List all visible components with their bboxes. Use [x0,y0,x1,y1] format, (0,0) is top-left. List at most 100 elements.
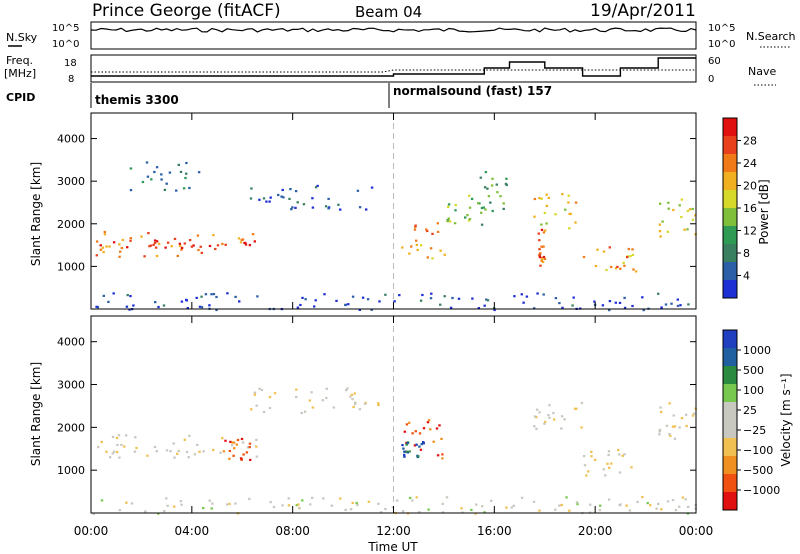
heatmap-cell [554,297,558,300]
cpid-label: CPID [6,91,35,104]
heatmap-cell [229,440,232,443]
colorbar-swatch [723,226,737,245]
heatmap-cell [419,299,423,302]
heatmap-cell [222,450,226,453]
heatmap-cell [132,304,135,307]
cpid-program-2: normalsound (fast) 157 [393,84,552,98]
heatmap-cell [468,206,472,209]
heatmap-cell [129,167,133,170]
colorbar-tick-label: 1000 [743,344,771,357]
heatmap-cell [253,393,256,396]
heatmap-cell [630,466,633,469]
heatmap-cell [539,252,542,255]
heatmap-cell [667,201,670,204]
colorbar-swatch [723,330,737,349]
heatmap-cell [431,232,434,235]
heatmap-cell [281,504,284,507]
heatmap-cell [504,182,508,185]
heatmap-cell [543,211,547,215]
heatmap-cell [502,207,505,210]
heatmap-cell [253,240,256,243]
y-tick-label: 2000 [57,218,85,231]
heatmap-cell [406,442,409,445]
heatmap-cell [105,245,108,248]
heatmap-cell [100,499,104,502]
heatmap-cell [623,296,626,299]
heatmap-cell [403,453,406,456]
colorbar-tick-label: 8 [743,247,750,260]
nsky-bot: 10^0 [52,39,79,50]
heatmap-cell [153,239,157,242]
heatmap-cell [242,453,245,456]
heatmap-cell [183,438,186,441]
heatmap-cell [185,299,188,302]
heatmap-cell [415,496,418,499]
colorbar-swatch [723,474,737,493]
heatmap-cell [657,292,660,295]
heatmap-cell [453,222,457,225]
heatmap-cell [248,446,251,449]
heatmap-cell [130,502,134,505]
heatmap-cell [249,458,252,461]
heatmap-cell [298,507,301,510]
y-tick-label: 3000 [57,379,85,392]
heatmap-cell [537,232,540,235]
heatmap-cell [160,178,163,181]
heatmap-cell [687,303,690,306]
heatmap-cell [641,296,644,299]
heatmap-cell [228,457,231,460]
power-ylabel: Slant Range [km] [29,162,43,266]
beam-title: Beam 04 [355,3,422,21]
heatmap-cell [208,304,211,307]
heatmap-cell [153,170,156,174]
heatmap-cell [601,304,605,307]
heatmap-cell [97,446,100,449]
power-heatmap-cells [95,161,697,312]
heatmap-cell [160,173,163,176]
heatmap-cell [215,295,218,299]
heatmap-cell [344,303,347,306]
heatmap-cell [344,508,347,511]
heatmap-cell [237,237,241,240]
heatmap-cell [251,233,255,236]
heatmap-cell [410,245,413,248]
heatmap-cell [128,308,131,311]
heatmap-cell [408,496,412,499]
heatmap-cell [250,408,253,411]
heatmap-cell [249,197,253,200]
heatmap-cell [479,176,482,179]
heatmap-cell [565,496,568,499]
heatmap-cell [280,195,283,198]
heatmap-cell [118,255,121,258]
heatmap-cell [135,446,138,450]
time-tick-labels: 00:00 04:00 08:00 12:00 16:00 20:00 00:00 [74,524,714,538]
heatmap-cell [210,507,213,510]
heatmap-cell [363,402,367,405]
heatmap-cell [327,197,330,200]
x-tick-label: 04:00 [175,524,210,538]
heatmap-cell [349,395,352,398]
heatmap-cell [200,251,203,254]
heatmap-cell [355,501,358,505]
heatmap-cell [210,293,213,296]
heatmap-cell [197,171,201,174]
heatmap-cell [379,511,383,514]
heatmap-cell [538,197,541,200]
heatmap-cell [120,246,124,250]
heatmap-cell [311,197,314,200]
heatmap-cell [533,215,536,218]
heatmap-cell [413,444,417,447]
heatmap-cell [545,193,548,196]
heatmap-cell [607,450,611,453]
heatmap-cell [126,294,129,297]
heatmap-cell [337,203,340,206]
heatmap-cell [166,504,169,507]
heatmap-cell [212,234,215,237]
heatmap-cell [95,254,98,257]
heatmap-cell [157,305,160,309]
heatmap-cell [636,500,639,504]
heatmap-cell [185,172,188,175]
x-tick-label: 08:00 [275,524,310,538]
heatmap-cell [168,171,172,174]
heatmap-cell [309,503,312,506]
